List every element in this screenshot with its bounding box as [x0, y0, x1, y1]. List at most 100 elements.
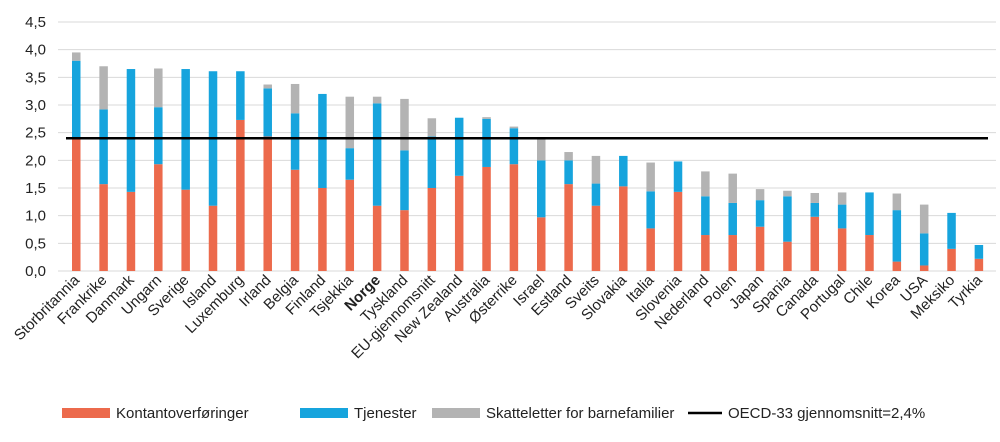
bar-segment-tjenester: [783, 196, 792, 242]
bar-segment-kontant: [619, 186, 628, 271]
bar-segment-kontant: [345, 179, 355, 271]
bar-segment-kontant: [509, 164, 519, 271]
bar-segment-kontant: [837, 228, 847, 271]
bar-segment-skatteletter: [701, 171, 710, 197]
bar-segment-tjenester: [564, 160, 573, 185]
bar-segment-tjenester: [701, 196, 710, 236]
bar-segment-tjenester: [591, 183, 601, 206]
legend-swatch: [62, 408, 110, 418]
bar-segment-tjenester: [919, 233, 929, 266]
bar-segment-kontant: [865, 235, 874, 271]
y-tick-label: 4,5: [25, 14, 46, 31]
bar-segment-skatteletter: [755, 189, 765, 201]
legend-label: Tjenester: [354, 405, 417, 422]
bar-segment-tjenester: [72, 60, 81, 139]
bar-segment-tjenester: [482, 118, 491, 167]
bar-segment-kontant: [290, 169, 300, 271]
bar-segment-kontant: [72, 138, 81, 271]
bar-segment-skatteletter: [728, 173, 737, 203]
bar-segment-tjenester: [236, 71, 245, 120]
bar-segment-kontant: [755, 226, 765, 271]
bar-segment-skatteletter: [99, 66, 108, 110]
y-tick-label: 4,0: [25, 42, 46, 59]
bar-segment-tjenester: [728, 202, 737, 236]
bar-segment-kontant: [673, 191, 683, 271]
legend-swatch: [432, 408, 480, 418]
bar-segment-skatteletter: [372, 96, 382, 104]
bar-segment-kontant: [728, 235, 737, 271]
bar-segment-skatteletter: [263, 84, 272, 89]
bar-segment-kontant: [701, 235, 710, 271]
y-tick-label: 2,5: [25, 125, 46, 142]
bar-segment-skatteletter: [837, 192, 847, 205]
bar-segment-tjenester: [673, 161, 683, 192]
bar-segment-kontant: [236, 119, 245, 271]
bar-segment-skatteletter: [892, 193, 902, 211]
bar-segment-kontant: [372, 205, 382, 271]
bars: [72, 52, 984, 271]
bar-segment-tjenester: [755, 200, 765, 227]
bar-segment-kontant: [99, 184, 108, 271]
y-tick-label: 3,5: [25, 69, 46, 86]
bar-segment-tjenester: [99, 109, 108, 185]
bar-segment-skatteletter: [591, 155, 601, 184]
bar-segment-kontant: [810, 216, 820, 271]
bar-segment-kontant: [318, 188, 327, 271]
bar-segment-tjenester: [427, 136, 437, 188]
bar-segment-kontant: [947, 248, 956, 271]
bar-segment-skatteletter: [810, 192, 820, 203]
bar-segment-kontant: [126, 191, 136, 271]
legend-label: Skatteletter for barnefamilier: [486, 405, 674, 422]
bar-segment-kontant: [974, 258, 984, 271]
bar-segment-kontant: [919, 265, 929, 271]
y-tick-label: 1,5: [25, 180, 46, 197]
y-tick-label: 0,0: [25, 263, 46, 280]
legend-label: Kontantoverføringer: [116, 405, 249, 422]
bar-segment-tjenester: [837, 204, 847, 229]
bar-segment-kontant: [564, 184, 573, 271]
bar-segment-tjenester: [181, 69, 190, 190]
bar-segment-skatteletter: [482, 117, 491, 119]
legend-swatch: [300, 408, 348, 418]
bar-segment-tjenester: [400, 150, 409, 211]
bar-segment-skatteletter: [919, 204, 929, 234]
bar-segment-kontant: [646, 228, 655, 271]
bar-segment-tjenester: [947, 212, 956, 249]
bar-segment-skatteletter: [290, 83, 300, 114]
bar-segment-kontant: [482, 166, 491, 271]
bar-segment-skatteletter: [537, 138, 546, 161]
legend-label: OECD-33 gjennomsnitt=2,4%: [728, 405, 925, 422]
bar-segment-skatteletter: [154, 68, 163, 108]
bar-segment-kontant: [892, 261, 902, 271]
bar-segment-kontant: [454, 175, 464, 271]
bar-segment-tjenester: [154, 107, 163, 165]
bar-segment-tjenester: [263, 88, 272, 137]
bar-segment-skatteletter: [400, 98, 409, 151]
y-axis-ticks: 0,0 0,5 1,0 1,5 2,0 2,5 3,0 3,5 4,0 4,5: [25, 14, 46, 280]
y-tick-label: 1,0: [25, 208, 46, 225]
bar-segment-kontant: [208, 205, 218, 271]
bar-segment-tjenester: [372, 103, 382, 206]
bar-segment-kontant: [783, 241, 792, 271]
bar-segment-kontant: [154, 164, 163, 271]
x-axis-ticks: StorbritanniaFrankrikeDanmarkUngarnSveri…: [11, 271, 986, 362]
bar-segment-skatteletter: [646, 162, 655, 192]
bar-segment-kontant: [537, 217, 546, 271]
bar-segment-kontant: [427, 188, 437, 271]
y-tick-label: 3,0: [25, 97, 46, 114]
bar-segment-tjenester: [509, 128, 519, 165]
bar-segment-tjenester: [290, 113, 300, 170]
bar-segment-tjenester: [454, 117, 464, 176]
y-tick-label: 0,5: [25, 235, 46, 252]
bar-segment-skatteletter: [783, 190, 792, 197]
bar-segment-tjenester: [865, 192, 874, 236]
bar-segment-skatteletter: [72, 52, 81, 61]
bar-segment-skatteletter: [345, 96, 355, 149]
bar-segment-tjenester: [537, 160, 546, 218]
bar-segment-kontant: [181, 189, 190, 271]
bar-segment-kontant: [263, 136, 272, 271]
bar-segment-skatteletter: [427, 118, 437, 137]
bar-segment-tjenester: [646, 191, 655, 229]
y-tick-label: 2,0: [25, 152, 46, 169]
